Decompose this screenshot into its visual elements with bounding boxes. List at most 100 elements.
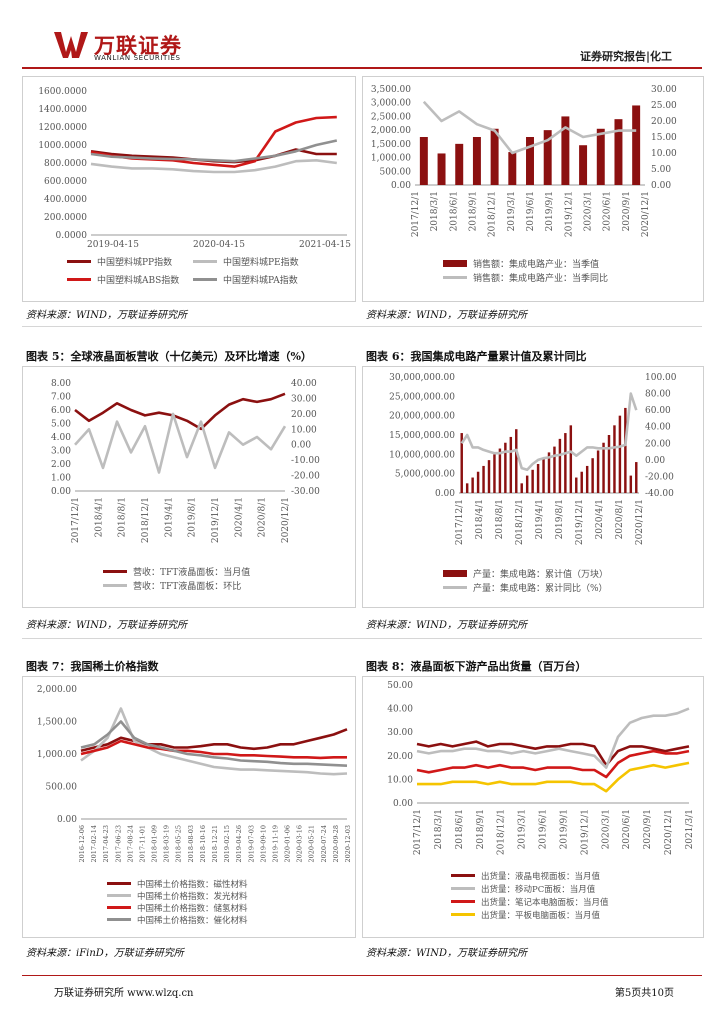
y-tick-label: 0.00: [393, 799, 413, 809]
y-tick-label: 500.00: [46, 783, 78, 793]
y-tick-label: 25,000,000.00: [389, 392, 455, 402]
y2-tick-label: 10.00: [291, 425, 317, 435]
x-tick-label: 2018-03-19: [163, 825, 171, 862]
x-tick-label: 2019/6/1: [539, 809, 549, 849]
series-line: [416, 740, 690, 767]
bar: [419, 137, 428, 185]
bar: [504, 442, 507, 493]
x-tick-label: 2018/12/1: [515, 499, 525, 545]
series-line: [422, 100, 637, 155]
x-tick-label: 2017-02-14: [90, 825, 98, 862]
y-tick-label: 1,500.00: [371, 140, 411, 150]
bar: [543, 130, 552, 185]
x-tick-label: 2020/9/1: [622, 191, 632, 231]
y-tick-label: 30.00: [387, 728, 413, 738]
page-number: 第5页共10页: [614, 988, 674, 999]
bar: [596, 450, 600, 493]
x-tick-label: 2017/12/1: [71, 497, 81, 543]
chart-panel-shipments: 0.00 10.00 20.00 30.00 40.00 50.00 2017/12/1 20…: [387, 681, 695, 921]
source-note-3: 资料来源：WIND，万联证券研究所: [26, 620, 187, 631]
y-tick-label: 3.00: [51, 447, 71, 457]
source-note-5: 资料来源：iFinD，万联证券研究所: [26, 948, 184, 959]
x-tick-label: 2019/12/1: [575, 499, 585, 545]
x-tick-label: 2019/9/1: [559, 809, 569, 849]
y-tick-label: 800.0000: [44, 159, 87, 169]
y-tick-label: 1600.0000: [38, 87, 87, 97]
bar: [602, 442, 605, 493]
x-tick-label: 2019-04-26: [235, 825, 243, 862]
y-tick-label: 50.00: [387, 681, 413, 691]
header-divider: [22, 67, 702, 69]
y2-tick-label: 80.00: [645, 390, 671, 400]
legend-label: 营收：TFT液晶面板：环比: [133, 580, 241, 592]
y-tick-label: 2,000.00: [371, 126, 411, 136]
y2-tick-label: 0.00: [291, 441, 311, 451]
y2-tick-label: 60.00: [645, 406, 671, 416]
legend-label: 销售额：集成电路产业：当季同比: [473, 272, 608, 284]
x-tick-label: 2020/12/1: [641, 191, 651, 237]
series-line: [80, 720, 348, 767]
figure-8-title: 图表 8：液晶面板下游产品出货量（百万台）: [366, 660, 587, 673]
y2-tick-label: 40.00: [291, 379, 317, 389]
x-tick-label: 2018/12/1: [141, 497, 151, 543]
x-tick-label: 2017-04-23: [102, 825, 110, 862]
bar: [531, 469, 534, 493]
y2-tick-label: 20.00: [291, 410, 317, 420]
y-tick-label: 400.0000: [44, 195, 87, 205]
legend-label: 中国稀土价格指数：催化材料: [137, 915, 248, 926]
legend-label: 出货量：液晶电视面板：当月值: [481, 871, 601, 882]
figure-6-title: 图表 6：我国集成电路产量累计值及累计同比: [366, 350, 587, 363]
bar: [564, 433, 567, 493]
bar: [629, 475, 633, 493]
y2-tick-label: 40.00: [645, 423, 671, 433]
bar: [472, 137, 481, 185]
x-tick-label: 2019-04-15: [87, 240, 139, 250]
y2-tick-label: -40.00: [645, 489, 674, 499]
series-line: [80, 739, 347, 760]
y2-tick-label: 25.00: [651, 101, 677, 111]
x-tick-label: 2019/8/1: [188, 497, 198, 537]
y-tick-label: 20.00: [387, 752, 413, 762]
series-line: [417, 761, 690, 793]
x-tick-label: 2019-09-10: [259, 825, 267, 862]
y2-tick-label: -20.00: [291, 472, 320, 482]
legend-label: 产量：集成电路：累计值（万块）: [473, 568, 608, 580]
x-tick-label: 2016-12-06: [78, 825, 86, 862]
x-tick-label: 2018-10-16: [199, 825, 207, 862]
y-tick-label: 5,000,000.00: [395, 470, 455, 480]
x-tick-label: 2020/12/1: [635, 499, 645, 545]
x-tick-label: 2018/3/1: [434, 809, 444, 849]
legend-label: 出货量：移动PC面板：当月值: [481, 884, 596, 895]
y2-tick-label: 30.00: [291, 394, 317, 404]
x-tick-label: 2019/3/1: [507, 191, 517, 231]
y-tick-label: 0.00: [391, 181, 411, 191]
legend-label: 营收：TFT液晶面板：当月值: [133, 566, 250, 578]
y-tick-label: 1,500.00: [37, 718, 77, 728]
bar: [526, 137, 534, 185]
y-tick-label: 1.00: [51, 474, 71, 484]
y-tick-label: 1000.0000: [38, 141, 87, 151]
chart-panel-ic-production: 0.00 5,000,000.00 10,000,000.00 15,000,000.…: [362, 366, 704, 608]
section-divider: [22, 326, 702, 327]
bar: [508, 152, 517, 185]
y-tick-label: 1,000.00: [371, 154, 411, 164]
y-tick-label: 10.00: [387, 775, 413, 785]
x-tick-label: 2019/6/1: [526, 191, 536, 231]
x-tick-label: 2020-12-03: [344, 825, 352, 862]
x-tick-label: 2018/6/1: [449, 191, 459, 231]
series-line: [80, 707, 348, 776]
bar: [455, 143, 464, 185]
logo-text-en: WANLIAN SECURITIES: [94, 54, 181, 62]
x-tick-label: 2019/4/1: [164, 497, 174, 537]
x-tick-label: 2018/6/1: [455, 809, 465, 849]
bar: [437, 153, 446, 185]
x-tick-label: 2018-08-03: [187, 825, 195, 862]
chart-panel-rare-earth: 0.00 500.00 1,000.00 1,500.00 2,000.00 2016-1…: [22, 676, 356, 938]
y-tick-label: 40.00: [387, 705, 413, 715]
x-tick-label: 2020/4/1: [595, 499, 605, 539]
x-tick-label: 2020/8/1: [258, 497, 268, 537]
chart-panel-plastic: 0.0000 200.0000 400.0000 600.0000 800.0000 10…: [22, 76, 356, 302]
bar: [579, 145, 588, 185]
series-line: [90, 159, 337, 174]
x-tick-label: 2021-04-15: [299, 240, 351, 250]
